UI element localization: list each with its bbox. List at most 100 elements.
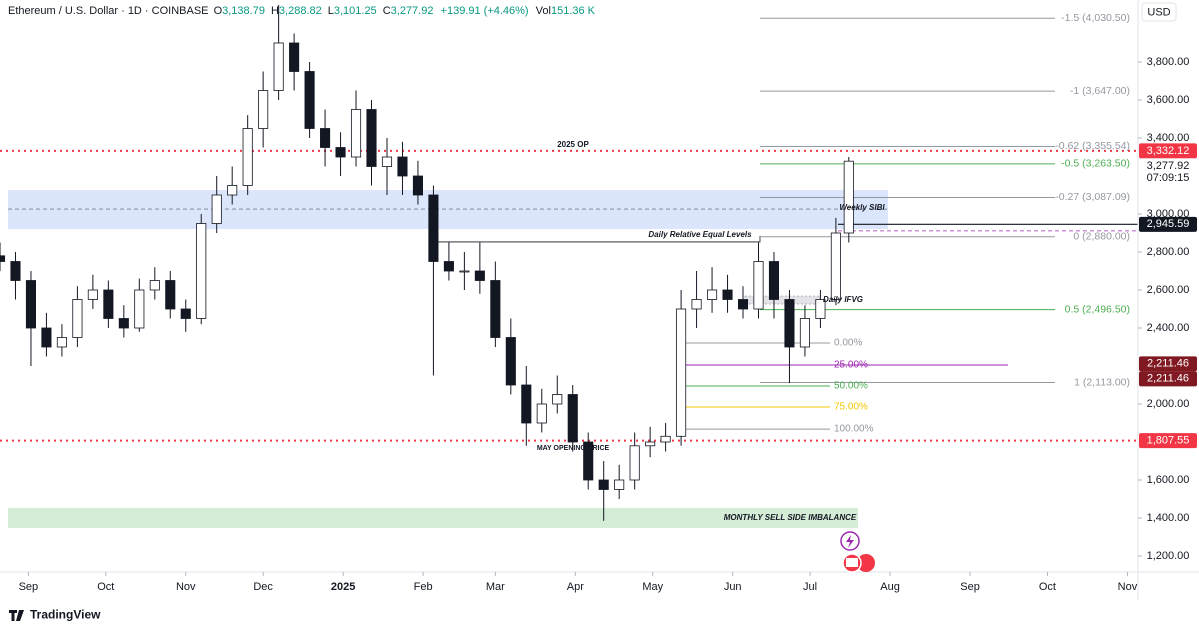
ohlc-value: 3,288.82 (278, 5, 322, 17)
candle-body (72, 299, 83, 338)
fib-label: -1 (3,647.00) (1070, 85, 1130, 97)
x-tick-label: Apr (567, 581, 584, 593)
x-tick-label: Jun (724, 581, 742, 593)
flag-icon (846, 558, 858, 567)
candle-body (149, 280, 160, 291)
candle-body (830, 232, 841, 300)
candle-body (660, 435, 671, 443)
ohlc: O3,138.79 H3,288.82 L3,101.25 C3,277.92 (212, 5, 438, 17)
candle-body (691, 299, 702, 310)
candle-body (784, 299, 795, 348)
candle-body (645, 441, 656, 447)
candle-body (567, 394, 578, 443)
candle-body (614, 479, 625, 490)
candle-body (56, 337, 67, 348)
candle-body (87, 289, 98, 300)
currency[interactable]: USD (1147, 6, 1170, 18)
annotation: 2025 OP (557, 140, 589, 149)
candle-body (443, 261, 454, 272)
candle-body (843, 160, 854, 234)
fib-label: 0 (2,880.00) (1073, 231, 1130, 243)
candle-body (366, 109, 377, 167)
fib-label: -0.62 (3,355.54) (1055, 140, 1130, 152)
price-tag-countdown: 07:09:15 (1147, 172, 1190, 184)
candle-body (350, 109, 362, 158)
x-tick-label: May (642, 581, 663, 593)
fib-label: -0.5 (3,263.50) (1061, 158, 1130, 170)
x-tick-label: Feb (414, 581, 433, 593)
symbol: Ethereum / U.S. Dollar · 1D · COINBASE (8, 5, 209, 17)
y-tick-label: 2,400.00 (1147, 322, 1190, 334)
fib-label: 0.5 (2,496.50) (1065, 303, 1130, 315)
candle-body (676, 308, 687, 437)
zone-label: MONTHLY SELL SIDE IMBALANCE (724, 513, 857, 522)
candle-body (412, 175, 423, 196)
candle-body (118, 318, 129, 329)
x-tick-label: Sep (19, 581, 39, 593)
fib-label: -1.5 (4,030.50) (1061, 12, 1130, 24)
currency-button[interactable] (1141, 2, 1177, 22)
x-tick-label: Oct (1039, 581, 1056, 593)
brand: TradingView (30, 608, 101, 622)
candle-body (521, 384, 532, 424)
candle-body (258, 90, 269, 129)
candle-body (180, 308, 191, 319)
zone (8, 190, 888, 230)
candle-body (103, 289, 114, 319)
candle-body (552, 394, 563, 405)
labels: Weekly SIBI MONTHLY SELL SIDE IMBALANCE Da… (648, 12, 1130, 522)
candle-body (629, 445, 640, 481)
candle-body (707, 289, 718, 300)
ohlc-value: 3,138.79 (222, 5, 265, 17)
fib-pct-label: 100.00% (834, 424, 874, 435)
candle-body (0, 255, 6, 262)
candle-body (583, 441, 594, 481)
x-tick-label: 2025 (331, 581, 355, 593)
candle-body (41, 327, 52, 348)
y-tick-label: 2,800.00 (1147, 246, 1190, 258)
candle-body (428, 194, 439, 262)
x-tick-label: Oct (97, 581, 114, 593)
candle-body (165, 280, 176, 310)
x-tick-label: Nov (1118, 581, 1138, 593)
ohlc-key: O (213, 5, 223, 17)
price-tag (1139, 143, 1197, 159)
legend-header: Ethereum / U.S. Dollar · 1D · COINBASE O… (8, 5, 599, 17)
y-tick-label: 3,400.00 (1147, 132, 1190, 144)
candle-body (196, 223, 207, 319)
candle-body (722, 289, 733, 300)
ohlc-key: C (382, 5, 391, 17)
event-icon[interactable] (857, 554, 875, 572)
price-tag (1139, 371, 1197, 387)
x-tick-label: Nov (176, 581, 196, 593)
candle-body (10, 261, 21, 281)
fib-label: -0.27 (3,087.09) (1055, 191, 1130, 203)
ohlc-value: 3,277.92 (390, 5, 434, 17)
equal-levels-label: Daily Relative Equal Levels (648, 230, 752, 239)
price-tag-label: 3,277.92 (1147, 160, 1190, 172)
ohlc-key: H (270, 5, 279, 17)
candle-body (273, 42, 284, 91)
y-tick-label: 1,600.00 (1147, 474, 1190, 486)
ohlc-value: 3,101.25 (333, 5, 377, 17)
y-tick-label: 1,200.00 (1147, 550, 1190, 562)
price-tag-label: 2,945.59 (1147, 218, 1190, 230)
x-tick-label: Sep (960, 581, 980, 593)
price-tag-label: 3,332.12 (1147, 145, 1190, 157)
brand-logo (9, 610, 24, 621)
y-tick-label: 3,800.00 (1147, 56, 1190, 68)
y-tick-label: 1,400.00 (1147, 512, 1190, 524)
candle-body (490, 280, 501, 338)
candle-body (242, 128, 253, 186)
ohlc-key: L (327, 5, 334, 17)
candle-body (768, 261, 780, 300)
y-tick-label: 2,600.00 (1147, 284, 1190, 296)
price-tag (1139, 433, 1197, 449)
zone-label: Weekly SIBI (839, 203, 885, 212)
price-tag (1139, 158, 1197, 186)
candle-body (474, 270, 485, 281)
fib-pct-label: 0.00% (834, 338, 862, 349)
